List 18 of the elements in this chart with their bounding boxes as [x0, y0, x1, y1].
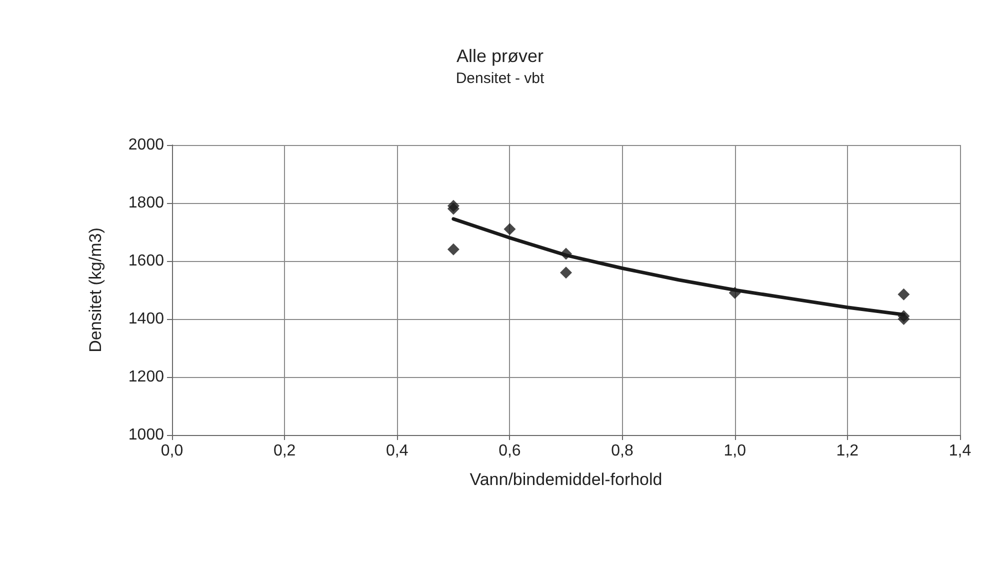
chart-title: Alle prøver [456, 46, 544, 66]
y-tick-label: 2000 [128, 136, 164, 154]
chart-subtitle: Densitet - vbt [456, 70, 546, 87]
y-tick-label: 1400 [128, 310, 164, 328]
y-tick-label: 1200 [128, 368, 164, 386]
y-tick-label: 1800 [128, 194, 164, 212]
x-tick-label: 0,0 [160, 442, 184, 460]
x-tick-label: 0,8 [611, 442, 634, 460]
y-tick-label: 1600 [128, 252, 164, 270]
x-tick-label: 1,4 [948, 442, 972, 460]
x-tick-label: 0,6 [498, 442, 521, 460]
y-axis-title: Densitet (kg/m3) [86, 228, 105, 352]
y-tick-label: 1000 [128, 426, 164, 444]
x-tick-label: 0,4 [386, 442, 408, 460]
x-tick-label: 1,2 [836, 442, 859, 460]
x-axis-title: Vann/bindemiddel-forhold [470, 470, 662, 489]
x-tick-label: 0,2 [273, 442, 296, 460]
x-tick-label: 1,0 [724, 442, 746, 460]
